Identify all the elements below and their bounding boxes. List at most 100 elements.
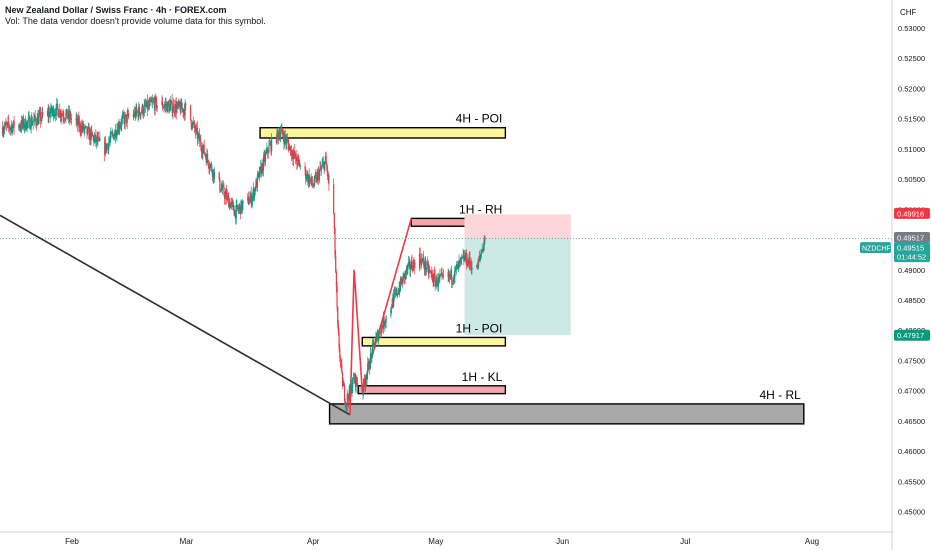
candle-body <box>452 278 455 282</box>
candle-body <box>298 158 300 162</box>
candle-body <box>108 142 110 150</box>
candle-body <box>184 104 186 116</box>
candle-body <box>104 142 106 155</box>
candle-body <box>56 104 58 105</box>
candle-body <box>123 114 125 118</box>
candle-body <box>448 271 450 277</box>
candle-body <box>70 113 72 120</box>
candle-body <box>352 377 354 388</box>
candle-body <box>118 124 120 130</box>
candle-body <box>338 333 340 349</box>
candle-body <box>315 175 317 177</box>
candle-body <box>202 144 205 149</box>
candle-body <box>293 151 295 155</box>
candle-body <box>262 157 265 171</box>
candle-body <box>266 147 268 153</box>
candle-body <box>335 255 337 273</box>
candle-body <box>203 144 205 154</box>
candle-body <box>455 267 457 268</box>
candle-body <box>351 387 353 393</box>
candle-body <box>119 127 121 130</box>
candle-body <box>27 121 29 123</box>
price-tag-label: 0.49517 <box>897 234 924 243</box>
candle-body <box>172 104 175 111</box>
candle-body <box>412 260 414 272</box>
candle-body <box>115 130 117 138</box>
y-tick-label: 0.47000 <box>898 387 925 396</box>
y-axis-panel[interactable] <box>893 0 932 550</box>
candle-body <box>481 249 483 253</box>
candle-body <box>482 245 485 251</box>
candle-body <box>264 153 267 162</box>
candle-body <box>256 180 258 188</box>
candle-body <box>98 137 100 141</box>
candle-body <box>483 237 485 246</box>
candle-body <box>455 266 457 268</box>
candle-body <box>325 156 327 165</box>
candle-body <box>385 315 387 322</box>
candle-body <box>414 262 416 269</box>
candle-body <box>207 160 209 166</box>
candle-body <box>168 104 171 112</box>
candle-body <box>284 134 286 140</box>
candle-body <box>287 140 289 145</box>
candle-body <box>382 316 384 329</box>
candle-body <box>76 117 78 121</box>
candle-body <box>336 286 338 308</box>
candle-body <box>62 114 64 118</box>
candle-body <box>423 258 425 266</box>
candle-body <box>209 168 211 169</box>
candle-body <box>54 113 56 115</box>
candle-body <box>193 122 195 124</box>
candle-body <box>144 103 146 106</box>
candle-body <box>147 103 149 110</box>
candle-body <box>108 140 111 143</box>
candle-body <box>333 184 335 214</box>
candle-body <box>12 126 14 133</box>
candle-body <box>436 277 438 287</box>
candle-body <box>112 133 114 135</box>
candle-body <box>5 124 8 126</box>
candle-body <box>163 107 165 108</box>
y-tick-label: 0.53000 <box>898 24 925 33</box>
candle-body <box>213 172 216 179</box>
candle-body <box>457 264 459 269</box>
candle-body <box>88 127 90 140</box>
candle-body <box>309 178 311 184</box>
candle-body <box>373 343 376 346</box>
candle-body <box>290 146 292 155</box>
candle-body <box>380 333 382 335</box>
candle-body <box>258 172 260 175</box>
candle-body <box>469 256 471 264</box>
candle-body <box>413 260 415 263</box>
candle-body <box>457 261 459 269</box>
symbol-tag[interactable] <box>860 242 891 254</box>
candle-body <box>77 118 79 125</box>
candle-body <box>171 100 173 114</box>
candle-body <box>93 137 96 143</box>
candle-body <box>125 114 128 123</box>
candle-body <box>305 169 307 180</box>
candle-body <box>119 125 121 128</box>
candle-body <box>476 265 479 270</box>
candle-body <box>202 148 204 154</box>
candle-body <box>121 116 124 119</box>
x-axis-ticks[interactable]: Feb Mar Apr May Jun Jul Aug <box>65 537 819 546</box>
candle-body <box>23 126 25 128</box>
candle-body <box>60 116 62 118</box>
position-layer <box>0 214 892 336</box>
candle-body <box>343 385 346 401</box>
candle-body <box>282 134 284 138</box>
candle-body <box>84 126 86 129</box>
candle-body <box>40 118 42 122</box>
candle-body <box>70 118 72 120</box>
candle-body <box>371 353 373 357</box>
candle-body <box>367 361 370 364</box>
candle-body <box>167 101 169 113</box>
candle-body <box>316 173 318 182</box>
candle-body <box>460 257 462 259</box>
candle-body <box>232 203 235 211</box>
candle-body <box>230 201 233 205</box>
candle-body <box>352 377 355 379</box>
